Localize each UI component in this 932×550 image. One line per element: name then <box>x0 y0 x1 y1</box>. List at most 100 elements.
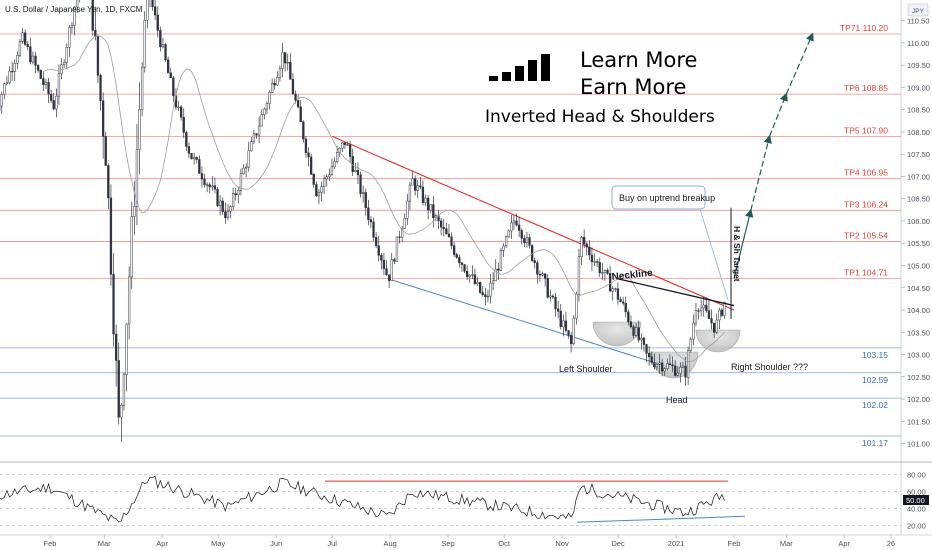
bullish-candle <box>322 178 326 187</box>
bearish-candle <box>455 254 458 258</box>
head-label: Head <box>666 395 688 405</box>
bearish-candle <box>606 269 609 274</box>
bearish-candle <box>556 308 560 312</box>
time-axis: Feb Mar Apr May Jun Jul Aug Sep Oct Nov Dec 2021 Feb… <box>44 535 895 548</box>
bullish-candle <box>317 192 321 197</box>
price-axis: 101.00 101.50 102.00 102.50 103.00 103.50 104.… <box>901 17 930 449</box>
price-tick-19: 110.50 <box>907 17 929 26</box>
bullish-candle <box>18 41 22 56</box>
bearish-candle <box>296 100 300 108</box>
time-tick-6: Aug <box>383 539 396 548</box>
rsi-tick-3: 80.00 <box>907 470 926 479</box>
bearish-candle <box>312 173 315 185</box>
bullish-candle <box>411 178 414 186</box>
bullish-candle <box>549 295 552 298</box>
bearish-candle <box>481 292 484 295</box>
rsi-line <box>0 475 725 523</box>
bullish-candle <box>268 91 271 104</box>
bullish-candle <box>575 294 578 319</box>
bearish-candle <box>624 303 627 313</box>
support-label-3: 102.02 <box>862 400 888 410</box>
bearish-candle <box>47 82 50 95</box>
bearish-candle <box>315 184 318 197</box>
bearish-candle <box>608 273 612 292</box>
bullish-candle <box>408 184 412 202</box>
time-tick-7: Sep <box>441 539 454 548</box>
price-tick-13: 107.50 <box>907 150 930 159</box>
bullish-candle <box>715 319 718 333</box>
bullish-candle <box>611 288 614 292</box>
price-tick-12: 107.00 <box>907 172 930 181</box>
bullish-candle <box>3 83 6 95</box>
bearish-candle <box>720 309 724 316</box>
bullish-candle <box>122 374 126 406</box>
bullish-candle <box>70 25 74 28</box>
bullish-candle <box>278 68 282 78</box>
bearish-candle <box>385 268 388 276</box>
price-tick-5: 103.50 <box>907 328 930 337</box>
bullish-candle <box>354 170 357 172</box>
bearish-candle <box>96 36 100 76</box>
buy-callout: Buy on uptrend breakup <box>611 185 729 301</box>
bearish-candle <box>668 363 672 366</box>
price-tick-9: 105.50 <box>907 239 930 248</box>
time-tick-13: Mar <box>780 539 793 548</box>
price-pane[interactable] <box>0 0 932 536</box>
bearish-candle <box>450 236 453 246</box>
bullish-candle <box>73 6 76 26</box>
bearish-candle <box>465 270 469 277</box>
target-label-7: TP1 104.71 <box>844 267 888 277</box>
support-label-2: 102.59 <box>862 375 888 385</box>
bullish-candle <box>489 282 492 297</box>
bearish-candle <box>660 362 664 372</box>
bullish-candle <box>127 276 131 325</box>
neckline-label: Neckline <box>611 268 653 283</box>
bullish-candle <box>205 184 209 186</box>
bearish-candle <box>627 311 630 322</box>
bullish-candle <box>692 322 695 340</box>
bullish-candle <box>702 304 705 309</box>
rsi-tick-2: 60.00 <box>907 487 926 496</box>
bearish-candle <box>598 262 601 274</box>
bearish-candle <box>309 156 313 175</box>
bullish-candle <box>510 222 513 232</box>
bearish-candle <box>650 356 653 363</box>
bullish-candle <box>580 237 583 257</box>
bullish-candle <box>634 327 638 336</box>
rsi-pane: 20.00 40.00 60.00 80.00 50.00 <box>0 470 929 531</box>
bearish-candle <box>99 74 102 102</box>
bearish-candle <box>447 233 451 238</box>
bullish-candle <box>120 404 123 418</box>
overlay-drawings <box>617 32 814 319</box>
bearish-candle <box>520 230 523 239</box>
bullish-candle <box>237 189 240 196</box>
bearish-candle <box>26 44 29 47</box>
support-label-4: 101.17 <box>862 438 888 448</box>
bearish-candle <box>653 362 656 368</box>
bearish-candle <box>273 83 276 86</box>
bullish-candle <box>320 186 323 193</box>
rsi-value-text: 50.00 <box>906 496 925 505</box>
bearish-candle <box>52 100 55 110</box>
bullish-candle <box>424 197 427 203</box>
bearish-candle <box>569 335 573 345</box>
bearish-candle <box>166 59 170 74</box>
moving-average-line <box>43 35 725 363</box>
bearish-candle <box>172 77 175 96</box>
bearish-candle <box>473 274 477 285</box>
bullish-candle <box>335 152 339 162</box>
bearish-candle <box>153 6 157 16</box>
bearish-candle <box>343 142 347 145</box>
price-tick-17: 109.50 <box>907 61 930 70</box>
bearish-candle <box>595 261 599 263</box>
bullish-candle <box>512 220 516 224</box>
bullish-candle <box>658 362 661 365</box>
time-tick-4: Jun <box>270 539 282 548</box>
bearish-candle <box>697 310 700 312</box>
bearish-candle <box>413 178 417 191</box>
price-tick-6: 104.00 <box>907 306 930 315</box>
bullish-candle <box>403 218 406 229</box>
bearish-candle <box>216 188 219 206</box>
bearish-candle <box>484 294 487 298</box>
bearish-candle <box>198 159 201 174</box>
